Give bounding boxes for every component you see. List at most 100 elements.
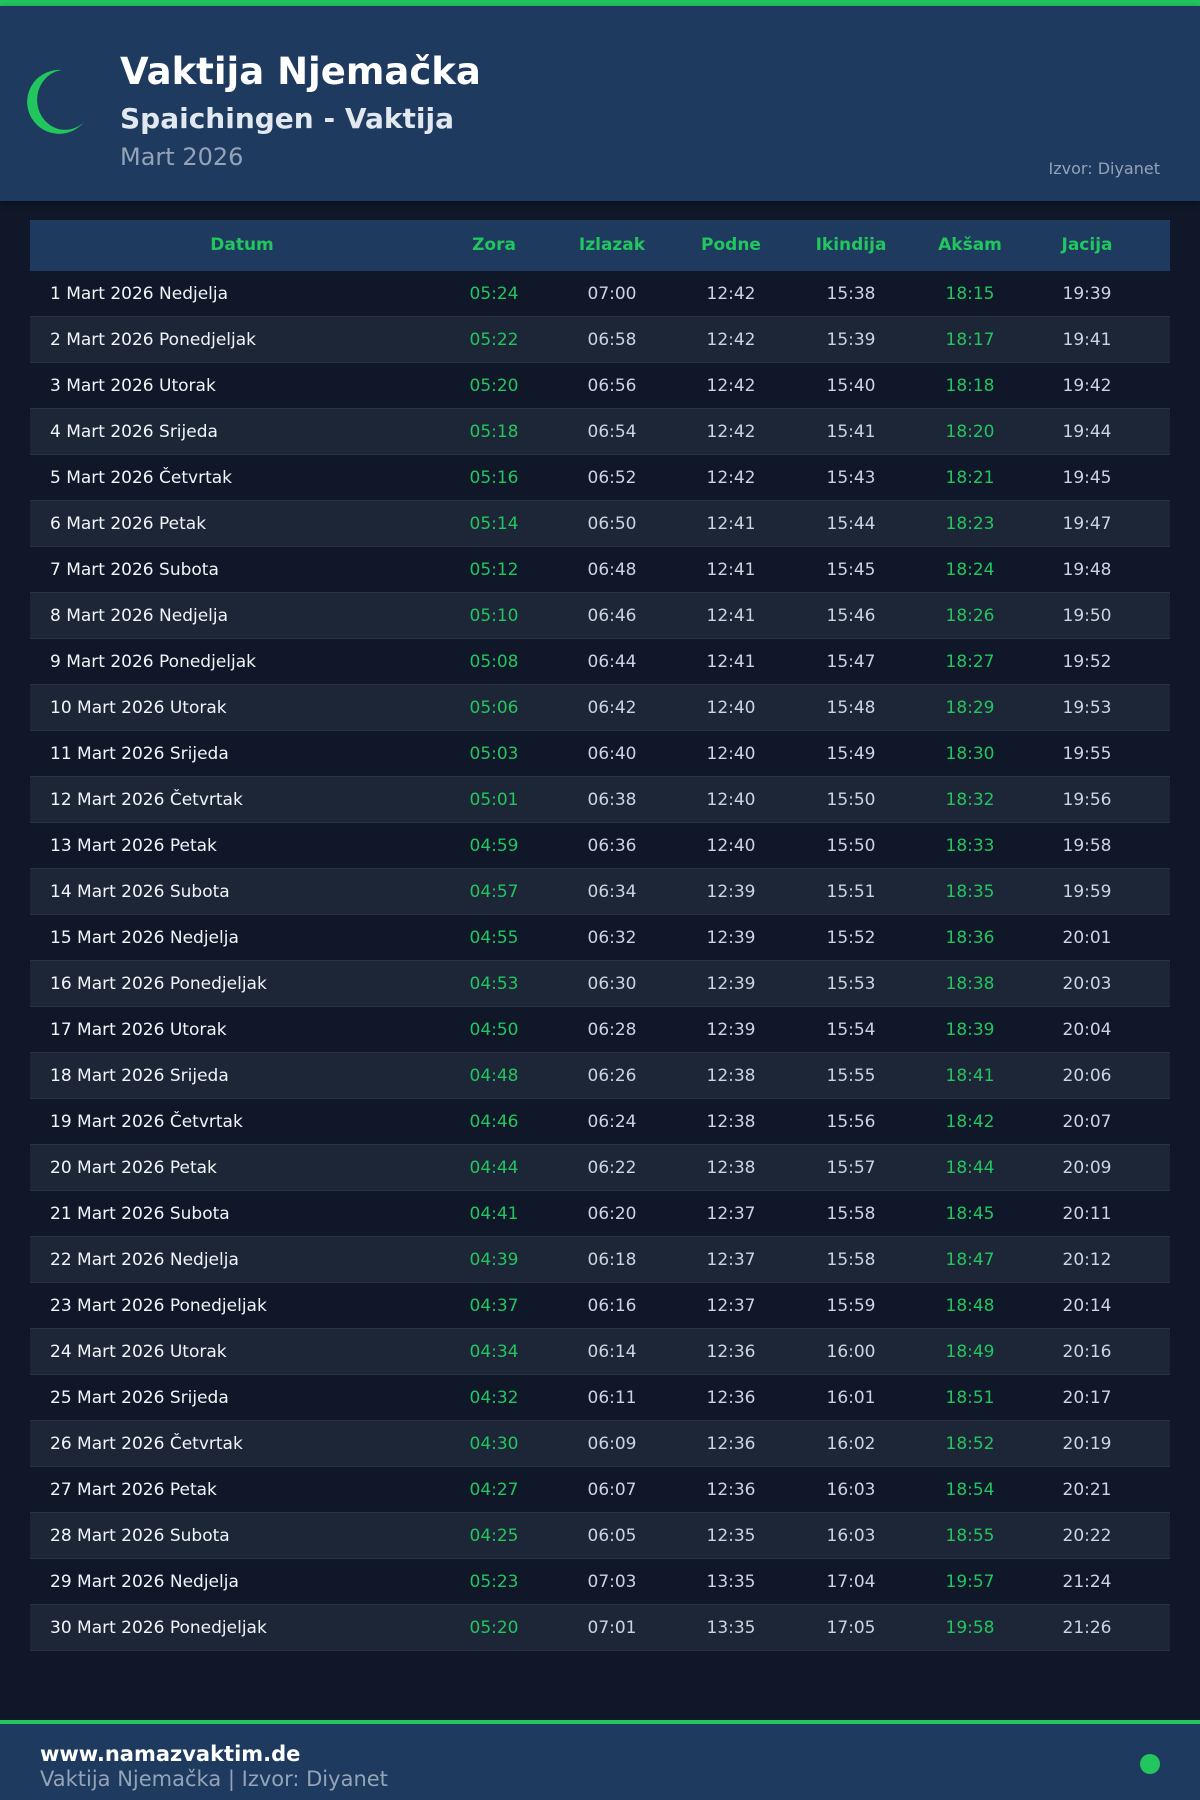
cell-zora: 04:55: [469, 928, 519, 948]
cell-podne: 12:37: [706, 1250, 756, 1270]
table-row: 16 Mart 2026 Ponedjeljak 04:53 06:30 12:39 1…: [30, 961, 1170, 1007]
page-title: Vaktija Njemačka: [120, 50, 481, 93]
cell-izlazak: 06:50: [587, 514, 637, 534]
page-header: Vaktija Njemačka Spaichingen - Vaktija M…: [0, 6, 1200, 201]
cell-zora: 05:24: [469, 284, 519, 304]
cell-ikindija: 15:56: [826, 1112, 876, 1132]
cell-ikindija: 15:53: [826, 974, 876, 994]
cell-podne: 12:41: [706, 652, 756, 672]
cell-datum: 30 Mart 2026 Ponedjeljak: [50, 1618, 267, 1638]
cell-jacija: 20:09: [1062, 1158, 1112, 1178]
crescent-moon-icon: [27, 69, 85, 134]
cell-podne: 12:37: [706, 1204, 756, 1224]
cell-zora: 04:30: [469, 1434, 519, 1454]
cell-aksam: 18:49: [945, 1342, 995, 1362]
cell-podne: 12:38: [706, 1112, 756, 1132]
cell-aksam: 18:52: [945, 1434, 995, 1454]
cell-jacija: 19:55: [1062, 744, 1112, 764]
footer-site-link[interactable]: www.namazvaktim.de: [40, 1742, 301, 1766]
table-row: 5 Mart 2026 Četvrtak 05:16 06:52 12:42 15:43…: [30, 455, 1170, 501]
column-header-podne: Podne: [701, 235, 761, 255]
cell-datum: 12 Mart 2026 Četvrtak: [50, 790, 243, 810]
cell-zora: 05:08: [469, 652, 519, 672]
cell-podne: 12:36: [706, 1480, 756, 1500]
cell-podne: 12:36: [706, 1388, 756, 1408]
cell-aksam: 18:42: [945, 1112, 995, 1132]
month-label: Mart 2026: [120, 143, 244, 171]
cell-ikindija: 15:39: [826, 330, 876, 350]
cell-ikindija: 17:05: [826, 1618, 876, 1638]
cell-datum: 5 Mart 2026 Četvrtak: [50, 468, 233, 488]
cell-ikindija: 15:47: [826, 652, 876, 672]
cell-datum: 16 Mart 2026 Ponedjeljak: [50, 974, 267, 994]
cell-datum: 26 Mart 2026 Četvrtak: [50, 1434, 243, 1454]
table-row: 7 Mart 2026 Subota 05:12 06:48 12:41 15:45 18…: [30, 547, 1170, 593]
column-header-datum: Datum: [210, 235, 274, 255]
cell-zora: 05:20: [469, 1618, 519, 1638]
cell-ikindija: 15:52: [826, 928, 876, 948]
cell-datum: 29 Mart 2026 Nedjelja: [50, 1572, 239, 1592]
cell-podne: 12:38: [706, 1158, 756, 1178]
cell-izlazak: 06:24: [587, 1112, 637, 1132]
cell-ikindija: 15:50: [826, 836, 876, 856]
page-footer: www.namazvaktim.de Vaktija Njemačka | Iz…: [0, 1720, 1200, 1800]
cell-podne: 12:39: [706, 882, 756, 902]
cell-ikindija: 15:44: [826, 514, 876, 534]
cell-aksam: 18:41: [945, 1066, 995, 1086]
table-row: 23 Mart 2026 Ponedjeljak 04:37 06:16 12:37 1…: [30, 1283, 1170, 1329]
table-row: 21 Mart 2026 Subota 04:41 06:20 12:37 15:58 1…: [30, 1191, 1170, 1237]
cell-ikindija: 16:00: [826, 1342, 876, 1362]
cell-aksam: 18:27: [945, 652, 995, 672]
table-row: 29 Mart 2026 Nedjelja 05:23 07:03 13:35 17:0…: [30, 1559, 1170, 1605]
cell-datum: 19 Mart 2026 Četvrtak: [50, 1112, 243, 1132]
cell-zora: 04:39: [469, 1250, 519, 1270]
table-row: 6 Mart 2026 Petak 05:14 06:50 12:41 15:44 18:…: [30, 501, 1170, 547]
cell-ikindija: 15:45: [826, 560, 876, 580]
cell-podne: 12:40: [706, 836, 756, 856]
column-header-aksam: Akšam: [938, 235, 1002, 255]
cell-podne: 12:42: [706, 284, 756, 304]
cell-zora: 05:12: [469, 560, 519, 580]
table-row: 14 Mart 2026 Subota 04:57 06:34 12:39 15:51 1…: [30, 869, 1170, 915]
cell-jacija: 20:21: [1062, 1480, 1112, 1500]
cell-izlazak: 06:14: [587, 1342, 637, 1362]
table-row: 22 Mart 2026 Nedjelja 04:39 06:18 12:37 15:5…: [30, 1237, 1170, 1283]
page-subtitle: Spaichingen - Vaktija: [120, 102, 454, 135]
cell-zora: 05:03: [469, 744, 519, 764]
cell-jacija: 20:11: [1062, 1204, 1112, 1224]
cell-zora: 04:27: [469, 1480, 519, 1500]
cell-aksam: 18:24: [945, 560, 995, 580]
cell-zora: 04:41: [469, 1204, 519, 1224]
cell-izlazak: 06:34: [587, 882, 637, 902]
table-row: 25 Mart 2026 Srijeda 04:32 06:11 12:36 16:01…: [30, 1375, 1170, 1421]
table-row: 3 Mart 2026 Utorak 05:20 06:56 12:42 15:40 18…: [30, 363, 1170, 409]
cell-jacija: 19:58: [1062, 836, 1112, 856]
table-row: 11 Mart 2026 Srijeda 05:03 06:40 12:40 15:49…: [30, 731, 1170, 777]
cell-ikindija: 16:01: [826, 1388, 876, 1408]
cell-datum: 2 Mart 2026 Ponedjeljak: [50, 330, 256, 350]
cell-aksam: 18:47: [945, 1250, 995, 1270]
table-row: 12 Mart 2026 Četvrtak 05:01 06:38 12:40 15:5…: [30, 777, 1170, 823]
cell-izlazak: 06:40: [587, 744, 637, 764]
cell-aksam: 18:26: [945, 606, 995, 626]
table-row: 13 Mart 2026 Petak 04:59 06:36 12:40 15:50 18…: [30, 823, 1170, 869]
cell-datum: 18 Mart 2026 Srijeda: [50, 1066, 229, 1086]
cell-jacija: 20:17: [1062, 1388, 1112, 1408]
cell-ikindija: 17:04: [826, 1572, 876, 1592]
table-row: 4 Mart 2026 Srijeda 05:18 06:54 12:42 15:41 1…: [30, 409, 1170, 455]
cell-izlazak: 06:28: [587, 1020, 637, 1040]
cell-izlazak: 06:52: [587, 468, 637, 488]
cell-datum: 1 Mart 2026 Nedjelja: [50, 284, 229, 304]
cell-izlazak: 07:03: [587, 1572, 637, 1592]
column-header-izlazak: Izlazak: [578, 235, 646, 255]
table-row: 28 Mart 2026 Subota 04:25 06:05 12:35 16:03 1…: [30, 1513, 1170, 1559]
cell-aksam: 18:39: [945, 1020, 995, 1040]
cell-podne: 12:42: [706, 422, 756, 442]
column-header-zora: Zora: [472, 235, 516, 255]
cell-jacija: 21:26: [1062, 1618, 1112, 1638]
cell-jacija: 19:48: [1062, 560, 1112, 580]
cell-ikindija: 15:38: [826, 284, 876, 304]
cell-aksam: 19:58: [945, 1618, 995, 1638]
table-row: 20 Mart 2026 Petak 04:44 06:22 12:38 15:57 18…: [30, 1145, 1170, 1191]
cell-zora: 04:44: [469, 1158, 519, 1178]
